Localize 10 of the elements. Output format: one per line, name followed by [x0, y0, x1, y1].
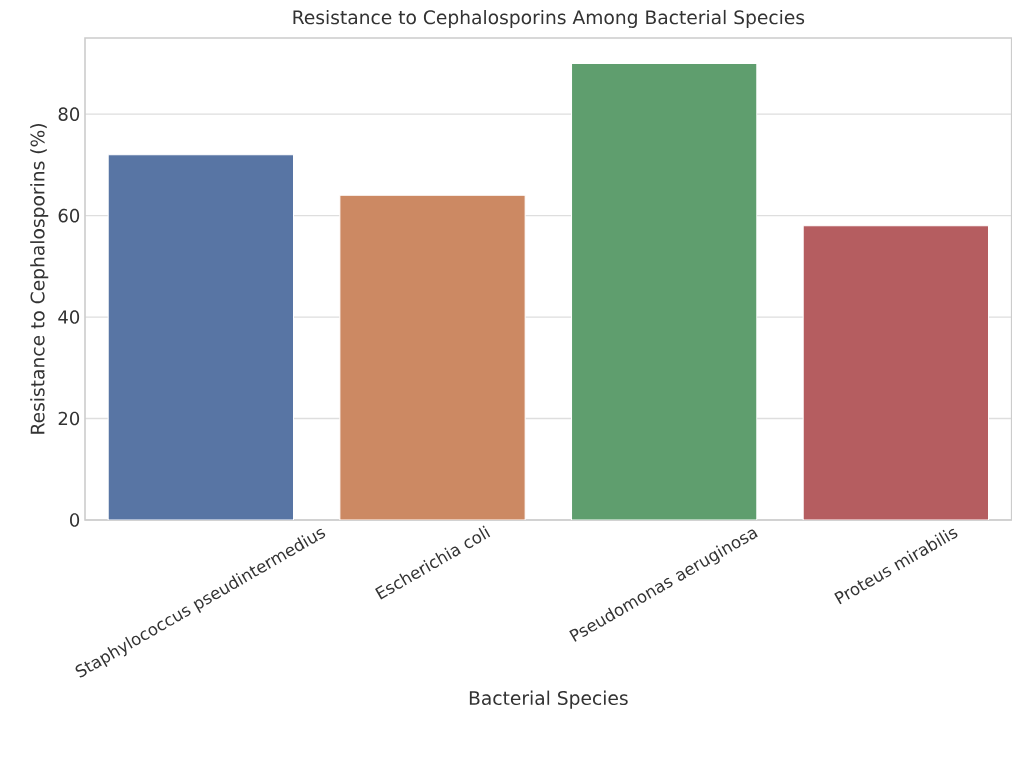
y-tick-label: 60: [58, 208, 80, 223]
y-tick-label: 80: [58, 107, 80, 121]
chart-title: Resistance to Cephalosporins Among Bacterial Species: [293, 9, 805, 28]
y-tick-label: 20: [58, 411, 80, 426]
y-tick-label: 40: [58, 310, 80, 324]
x-axis-title: Bacterial Species: [469, 690, 628, 709]
bar: [339, 194, 526, 520]
y-axis-title: Resistance to Cephalosporins (%): [30, 124, 49, 434]
bar: [107, 154, 295, 520]
y-tick-label: 0: [70, 513, 80, 527]
